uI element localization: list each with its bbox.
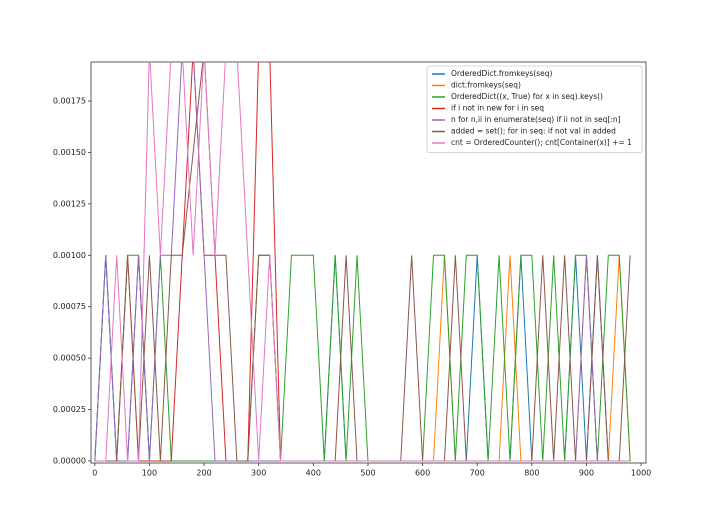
x-tick-label: 900 (579, 469, 594, 478)
legend-label: added = set(); for in seq: if not val in… (451, 127, 616, 136)
x-tick-label: 800 (524, 469, 539, 478)
legend-label: dict.fromkeys(seq) (451, 81, 521, 90)
legend-label: OrderedDict((x, True) for x in seq).keys… (451, 92, 603, 101)
x-tick-label: 700 (470, 469, 485, 478)
legend: OrderedDict.fromkeys(seq) dict.fromkeys(s… (426, 65, 643, 153)
plot-frame (90, 61, 647, 464)
y-tick-label: 0.00125 (53, 199, 86, 208)
legend-label: n for n,ii in enumerate(seq) if ii not i… (451, 115, 621, 124)
x-tick-label: 1000 (631, 469, 651, 478)
x-tick-label: 300 (251, 469, 266, 478)
legend-box (426, 65, 643, 153)
y-tick-label: 0.00050 (53, 354, 86, 363)
y-tick-label: 0.00025 (53, 405, 86, 414)
x-tick-label: 200 (196, 469, 211, 478)
x-tick-label: 500 (360, 469, 375, 478)
legend-label: OrderedDict.fromkeys(seq) (451, 69, 553, 78)
series-line (94, 62, 631, 462)
y-tick-label: 0.00000 (53, 456, 86, 465)
x-tick-label: 400 (306, 469, 321, 478)
y-tick-label: 0.00150 (53, 148, 86, 157)
y-tick-label: 0.00175 (53, 97, 86, 106)
plot-lines (94, 62, 631, 462)
x-tick-label: 0 (92, 469, 97, 478)
x-tick-label: 600 (415, 469, 430, 478)
y-tick-label: 0.00075 (53, 302, 86, 311)
legend-label: if i not in new for i in seq (451, 104, 544, 113)
x-tick-label: 100 (142, 469, 157, 478)
legend-label: cnt = OrderedCounter(); cnt[Container(x)… (451, 138, 632, 147)
series-line (94, 254, 631, 462)
y-tick-label: 0.00100 (53, 251, 86, 260)
